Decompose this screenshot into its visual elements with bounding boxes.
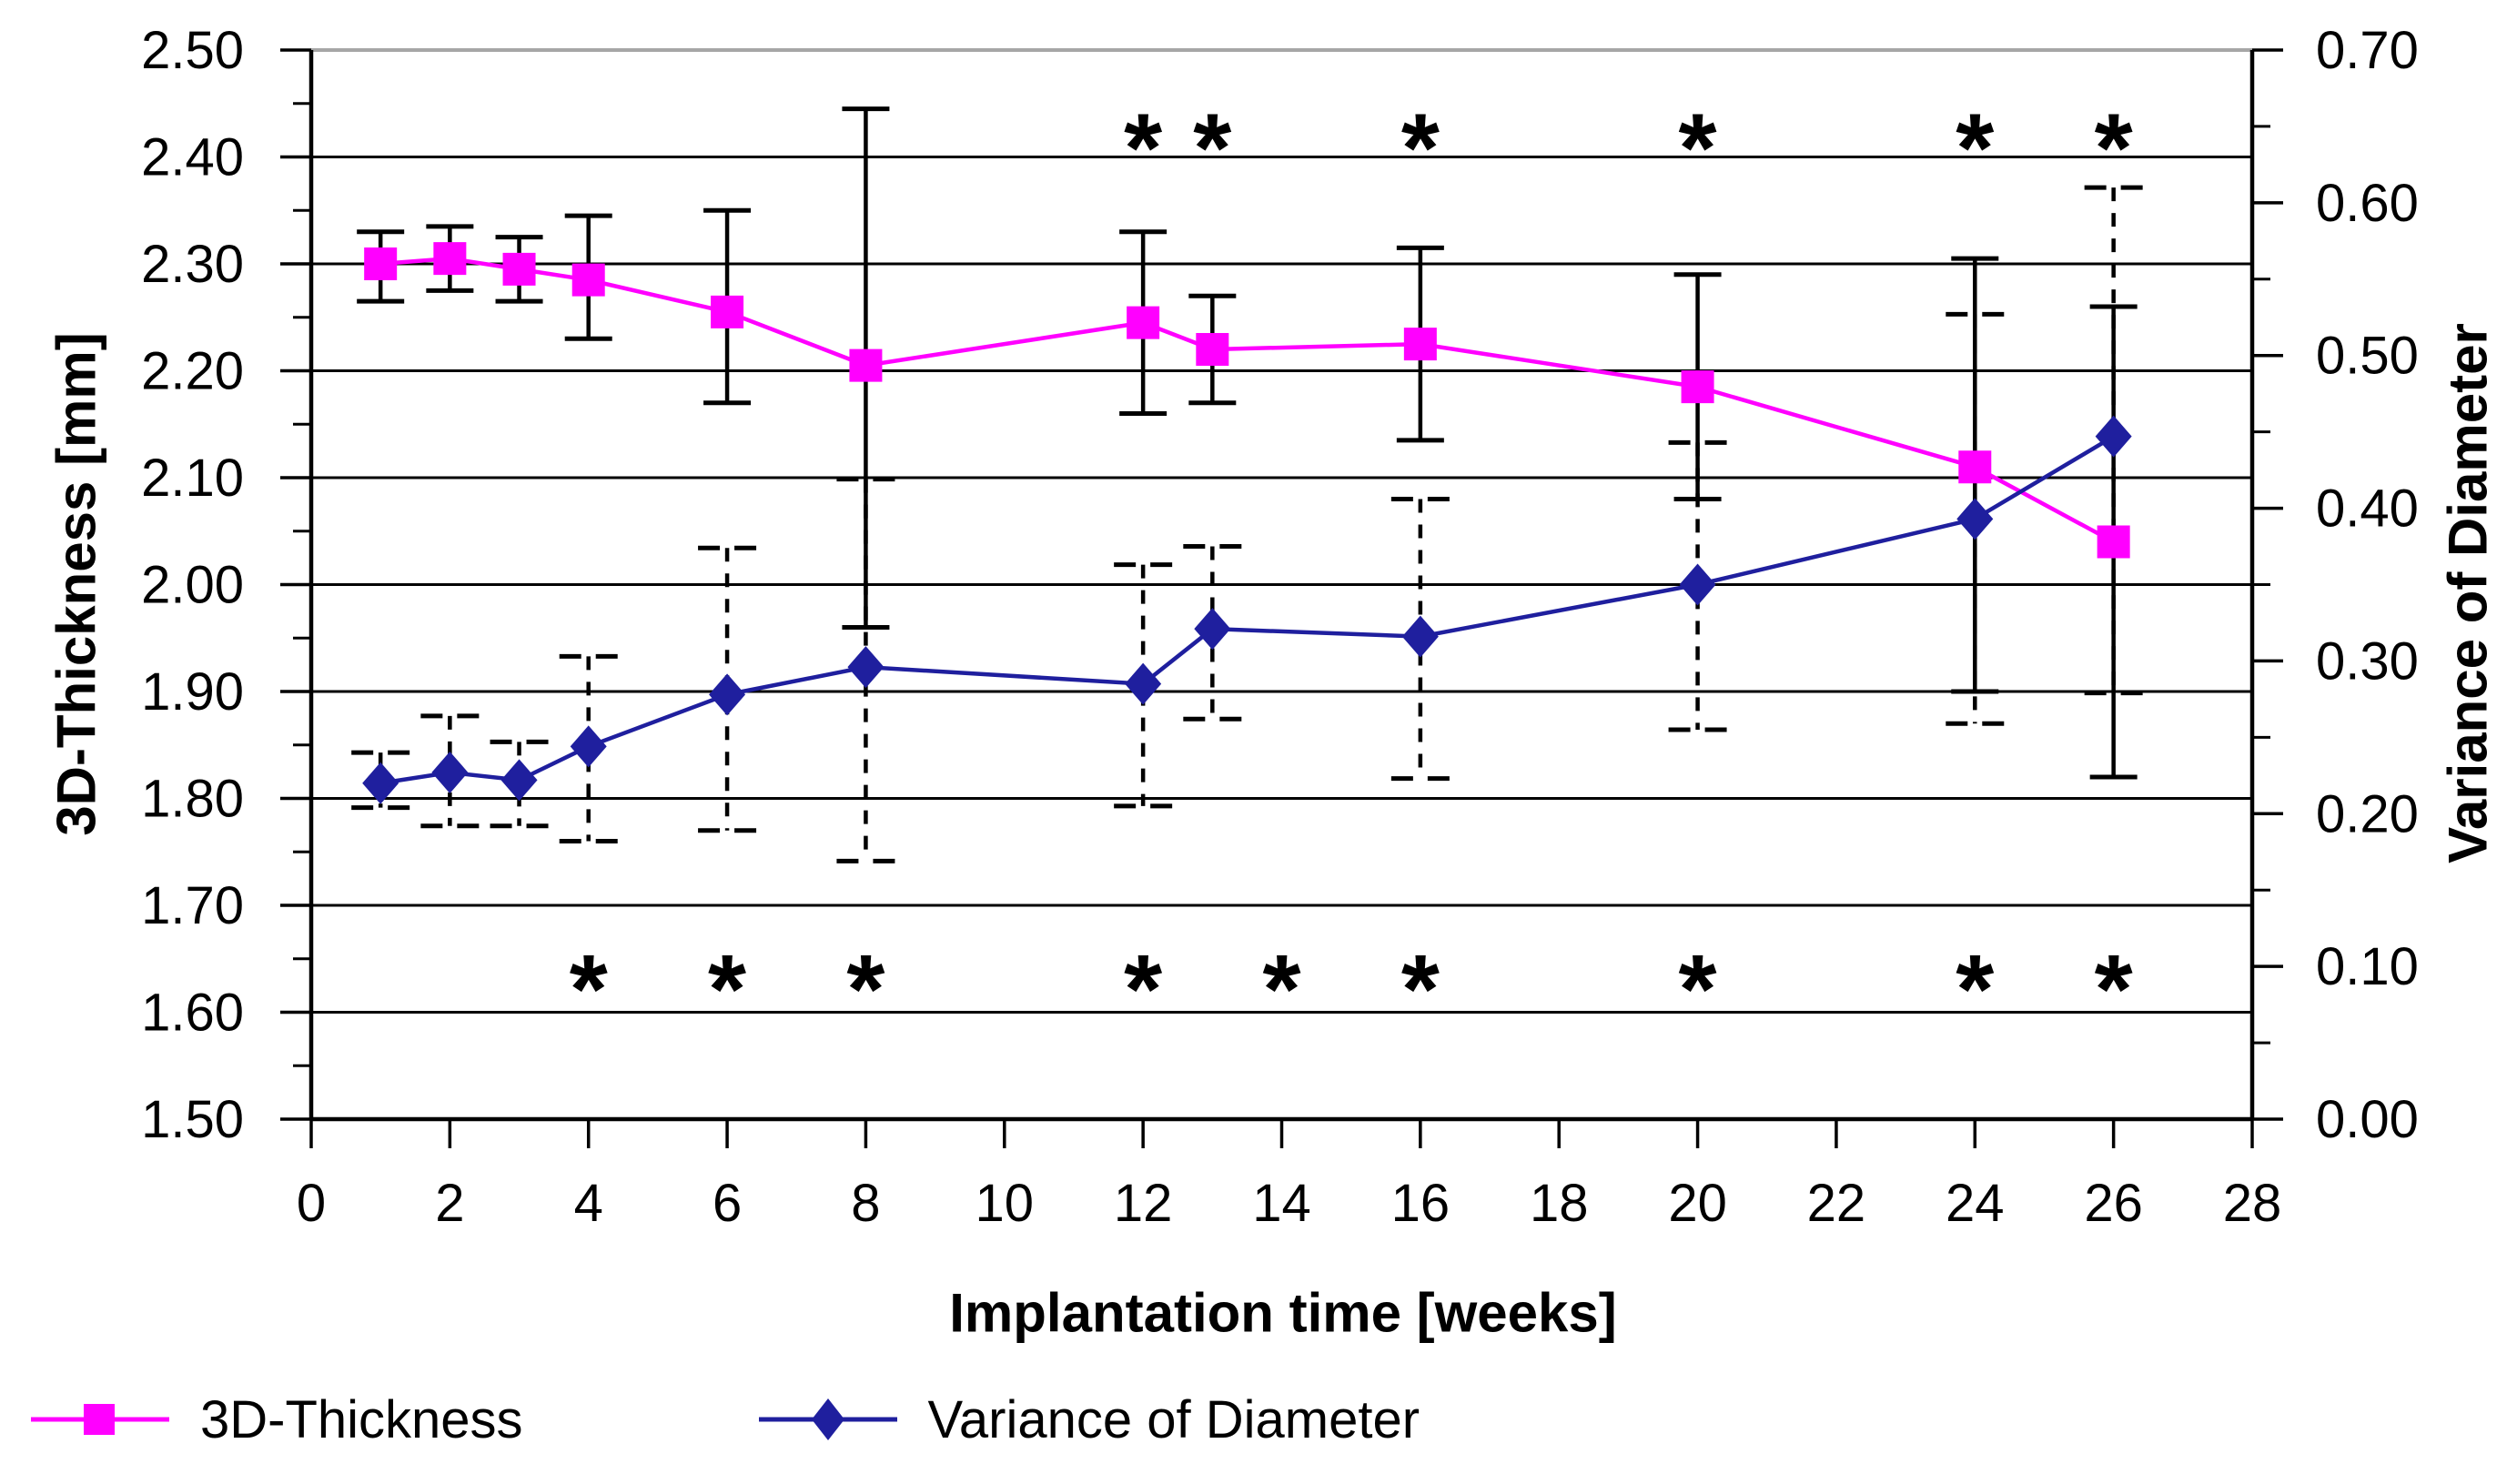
marker-diamond-variance <box>431 751 469 793</box>
y-right-tick-label: 0.10 <box>2316 937 2419 996</box>
x-axis-tick-label: 24 <box>1946 1174 2005 1233</box>
x-axis-title: Implantation time [weeks] <box>949 1282 1617 1344</box>
marker-diamond-variance <box>500 759 538 802</box>
y-right-tick-label: 0.00 <box>2316 1090 2419 1149</box>
significance-asterisk-bottom: * <box>1262 934 1300 1044</box>
thickness-series-swatch-icon <box>31 1404 169 1435</box>
marker-diamond-variance <box>847 646 884 689</box>
series-line-variance <box>379 434 2115 785</box>
significance-asterisk-bottom: * <box>846 934 884 1044</box>
significance-asterisk-bottom: * <box>1401 934 1440 1044</box>
y-left-tick-label: 2.20 <box>141 342 244 401</box>
marker-diamond-variance <box>1401 615 1439 658</box>
significance-asterisk-bottom: * <box>1956 934 1994 1044</box>
y-left-tick-label: 2.10 <box>141 449 244 508</box>
x-axis-tick-label: 26 <box>2084 1174 2143 1233</box>
y-left-tick-label: 1.60 <box>141 984 244 1043</box>
marker-square-thickness <box>571 263 605 297</box>
significance-asterisk-top: * <box>1124 92 1162 202</box>
y-left-tick-label: 2.30 <box>141 235 244 294</box>
legend-label-thickness: 3D-Thickness <box>200 1389 523 1449</box>
legend-item-variance: Variance of Diameter <box>755 1387 1420 1452</box>
y-right-tick-label: 0.40 <box>2316 480 2419 539</box>
significance-asterisk-top: * <box>1193 92 1231 202</box>
y-right-tick-label: 0.30 <box>2316 631 2419 691</box>
marker-square-thickness <box>1403 328 1437 361</box>
significance-asterisk-top: * <box>2095 92 2133 202</box>
x-axis-tick-label: 2 <box>435 1174 464 1233</box>
y-right-tick-label: 0.60 <box>2316 174 2419 233</box>
marker-diamond-variance <box>1679 563 1716 606</box>
marker-square-thickness <box>502 252 536 286</box>
x-axis-tick-label: 20 <box>1668 1174 1727 1233</box>
marker-square-thickness <box>1196 333 1229 366</box>
significance-asterisk-bottom: * <box>1679 934 1717 1044</box>
y-left-tick-label: 1.80 <box>141 770 244 829</box>
y-left-tick-label: 2.00 <box>141 556 244 615</box>
x-axis-tick-label: 22 <box>1807 1174 1866 1233</box>
y-axis-left-title: 3D-Thickness [mm] <box>45 332 107 836</box>
y-left-tick-label: 2.50 <box>141 21 244 80</box>
significance-asterisk-bottom: * <box>570 934 608 1044</box>
significance-asterisk-top: * <box>1956 92 1994 202</box>
marker-square-thickness <box>1127 306 1160 339</box>
y-axis-right-title: Variance of Diameter <box>2437 323 2499 863</box>
legend-item-thickness: 3D-Thickness <box>27 1387 523 1452</box>
marker-diamond-variance <box>570 725 607 768</box>
series-line-thickness <box>380 256 2115 544</box>
marker-square-thickness <box>1681 370 1714 404</box>
x-axis-tick-label: 8 <box>851 1174 880 1233</box>
y-right-tick-label: 0.50 <box>2316 327 2419 386</box>
y-left-tick-label: 1.50 <box>141 1090 244 1149</box>
x-axis-tick-label: 0 <box>297 1174 326 1233</box>
significance-asterisk-bottom: * <box>1124 934 1162 1044</box>
y-left-tick-label: 1.90 <box>141 662 244 722</box>
x-axis-tick-label: 12 <box>1114 1174 1173 1233</box>
marker-square-thickness <box>1958 450 1992 484</box>
significance-asterisk-top: * <box>1679 92 1717 202</box>
marker-diamond-variance <box>1194 608 1231 651</box>
legend: 3D-Thickness Variance of Diameter <box>27 1387 1420 1452</box>
x-axis-tick-label: 4 <box>574 1174 603 1233</box>
x-axis-tick-label: 16 <box>1391 1174 1451 1233</box>
x-axis-tick-label: 6 <box>713 1174 742 1233</box>
legend-label-variance: Variance of Diameter <box>927 1389 1420 1449</box>
y-right-tick-label: 0.20 <box>2316 784 2419 843</box>
marker-square-thickness <box>364 247 398 280</box>
marker-square-thickness <box>711 295 744 328</box>
x-axis-tick-label: 18 <box>1530 1174 1589 1233</box>
marker-diamond-variance <box>1125 662 1162 705</box>
marker-square-thickness <box>849 348 883 382</box>
significance-asterisk-top: * <box>1401 92 1440 202</box>
y-left-tick-label: 1.70 <box>141 876 244 935</box>
significance-asterisk-bottom: * <box>708 934 746 1044</box>
variance-series-swatch-icon <box>758 1398 897 1440</box>
x-axis-tick-label: 10 <box>975 1174 1035 1233</box>
y-left-tick-label: 2.40 <box>141 128 244 187</box>
marker-diamond-variance <box>362 762 399 804</box>
significance-asterisk-bottom: * <box>2095 934 2133 1044</box>
marker-square-thickness <box>2097 525 2130 559</box>
marker-diamond-variance <box>709 673 746 716</box>
marker-diamond-variance <box>2095 415 2132 458</box>
marker-square-thickness <box>433 242 467 276</box>
marker-diamond-variance <box>1956 498 1994 540</box>
x-axis-tick-label: 28 <box>2223 1174 2282 1233</box>
x-axis-tick-label: 14 <box>1252 1174 1311 1233</box>
y-right-tick-label: 0.70 <box>2316 21 2419 80</box>
